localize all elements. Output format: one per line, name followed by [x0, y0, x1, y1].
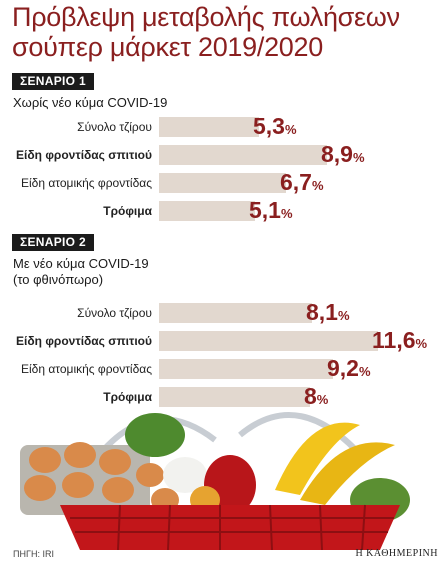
bananas-2	[300, 442, 395, 505]
publisher-logo: Η ΚΑΘΗΜΕΡΙΝΗ	[355, 548, 438, 559]
scenario-1-value-label: 5,3%	[253, 114, 297, 142]
source-note: ΠΗΓΗ: IRI	[13, 549, 54, 559]
scenario-1-category-label: Τρόφιμα	[103, 204, 152, 218]
title-line-2: σούπερ μάρκετ 2019/2020	[12, 32, 323, 62]
eggs	[24, 442, 179, 512]
scenario-2-category-label: Σύνολο τζίρου	[77, 306, 152, 320]
percent-sign: %	[415, 336, 428, 351]
scenario-1-caption: Χωρίς νέο κύμα COVID-19	[13, 95, 167, 111]
scenario-1-category-label: Είδη ατομικής φροντίδας	[21, 176, 152, 190]
scenario-1-value-label: 8,9%	[321, 142, 365, 170]
scenario-1-bar	[159, 173, 286, 193]
scenario-2-category-label: Είδη ατομικής φροντίδας	[21, 362, 152, 376]
shopping-basket-illustration	[20, 412, 410, 550]
chart-title: Πρόβλεψη μεταβολής πωλήσεων σούπερ μάρκε…	[12, 2, 442, 62]
scenario-2-row: Είδη φροντίδας σπιτιού 11,6%	[0, 328, 444, 352]
value-number: 5,1	[249, 197, 281, 223]
scenario-2-bar	[159, 331, 378, 351]
scenario-2-badge: ΣΕΝΑΡΙΟ 2	[12, 234, 94, 251]
scenario-1-row: Είδη ατομικής φροντίδας 6,7%	[0, 170, 444, 194]
scenario-2-category-label: Είδη φροντίδας σπιτιού	[16, 334, 152, 348]
scenario-2-bar	[159, 303, 312, 323]
basket-grid	[70, 504, 394, 550]
scenario-1-bar	[159, 117, 259, 137]
scenario-1-bar	[159, 145, 327, 165]
bananas	[275, 422, 360, 495]
percent-sign: %	[337, 308, 350, 323]
percent-sign: %	[280, 206, 293, 221]
scenario-2-caption-line-2: (το φθινόπωρο)	[13, 272, 104, 287]
scenario-1-row: Είδη φροντίδας σπιτιού 8,9%	[0, 142, 444, 166]
value-number: 9,2	[327, 355, 359, 381]
scenario-1-row: Σύνολο τζίρου 5,3%	[0, 114, 444, 138]
basket-handle-right	[238, 412, 368, 462]
scenario-1-value-label: 5,1%	[249, 198, 293, 226]
scenario-1-bar	[159, 201, 255, 221]
value-number: 6,7	[280, 169, 312, 195]
value-number: 8,1	[306, 299, 338, 325]
scenario-2-bar	[159, 359, 333, 379]
scenario-2-value-label: 11,6%	[372, 328, 427, 356]
scenario-1-badge: ΣΕΝΑΡΙΟ 1	[12, 73, 94, 90]
scenario-2-value-label: 9,2%	[327, 356, 371, 384]
scenario-1-row: Τρόφιμα 5,1%	[0, 198, 444, 222]
scenario-2-bar	[159, 387, 310, 407]
percent-sign: %	[352, 150, 365, 165]
percent-sign: %	[358, 364, 371, 379]
lettuce	[125, 413, 185, 457]
scenario-2-caption: Με νέο κύμα COVID-19 (το φθινόπωρο)	[13, 256, 149, 288]
scenario-1-category-label: Είδη φροντίδας σπιτιού	[16, 148, 152, 162]
scenario-2-caption-line-1: Με νέο κύμα COVID-19	[13, 256, 149, 271]
scenario-2-row: Τρόφιμα 8%	[0, 384, 444, 408]
scenario-1-value-label: 6,7%	[280, 170, 324, 198]
scenario-2-row: Σύνολο τζίρου 8,1%	[0, 300, 444, 324]
scenario-2-category-label: Τρόφιμα	[103, 390, 152, 404]
value-number: 8,9	[321, 141, 353, 167]
basket-body	[60, 505, 400, 550]
value-number: 8	[304, 383, 317, 409]
scenario-2-value-label: 8%	[304, 384, 328, 412]
scenario-2-row: Είδη ατομικής φροντίδας 9,2%	[0, 356, 444, 380]
scenario-1-caption-line: Χωρίς νέο κύμα COVID-19	[13, 95, 168, 110]
title-line-1: Πρόβλεψη μεταβολής πωλήσεων	[12, 2, 400, 32]
percent-sign: %	[311, 178, 324, 193]
percent-sign: %	[284, 122, 297, 137]
percent-sign: %	[316, 392, 329, 407]
value-number: 5,3	[253, 113, 285, 139]
value-number: 11,6	[372, 327, 416, 353]
milk-bottle	[163, 457, 207, 493]
scenario-2-value-label: 8,1%	[306, 300, 350, 328]
scenario-1-category-label: Σύνολο τζίρου	[77, 120, 152, 134]
